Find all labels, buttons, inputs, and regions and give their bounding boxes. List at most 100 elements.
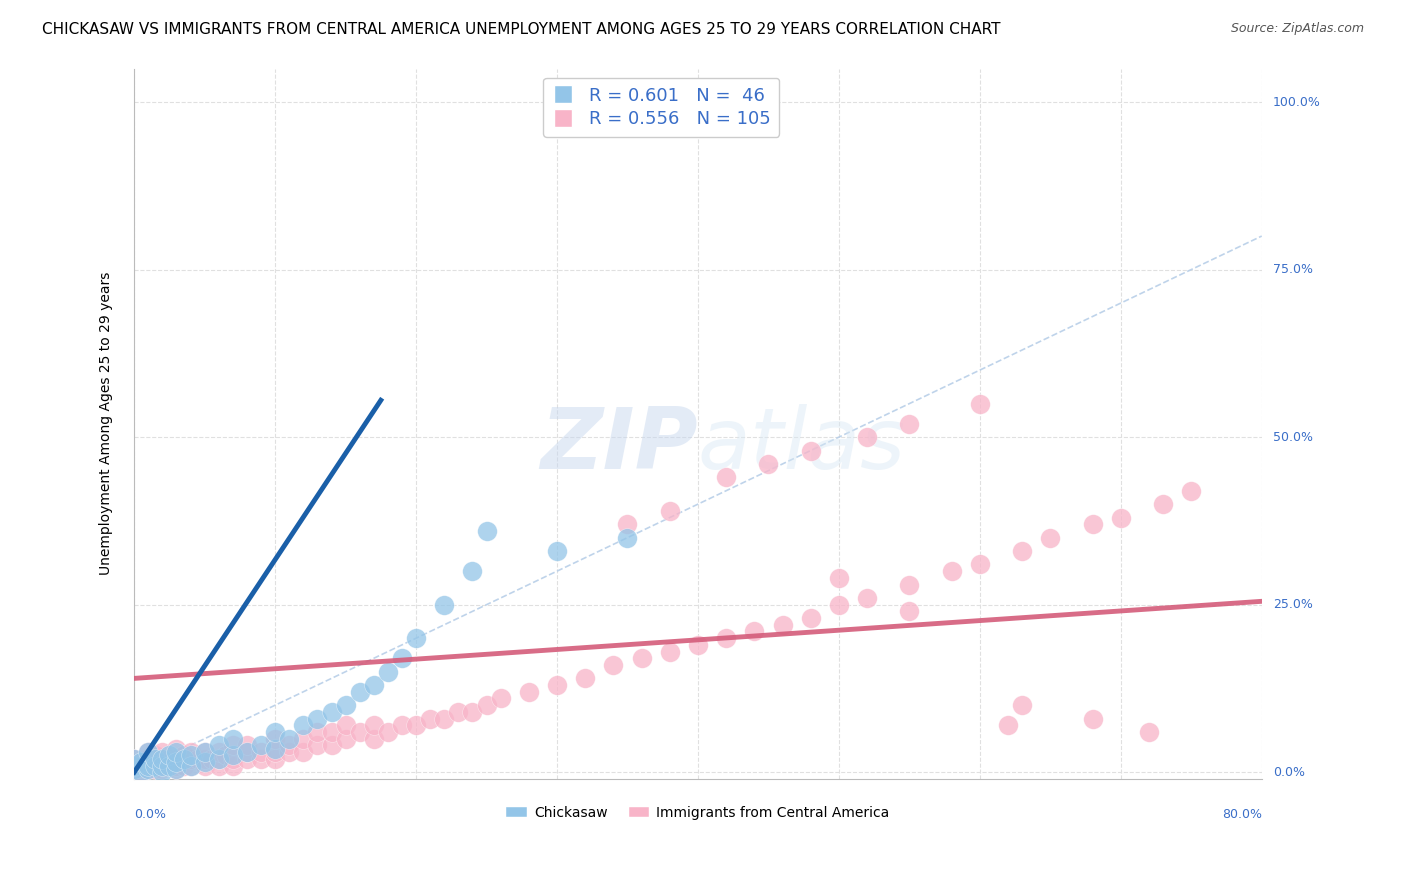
Point — [166, 762, 188, 776]
Point — [159, 752, 181, 766]
Text: 0.0%: 0.0% — [134, 808, 166, 821]
Point — [800, 611, 823, 625]
Point — [602, 657, 624, 672]
Point — [363, 678, 385, 692]
Point — [264, 745, 287, 759]
Point — [208, 758, 231, 772]
Point — [546, 678, 568, 692]
Point — [222, 748, 245, 763]
Point — [201, 752, 224, 766]
Point — [150, 745, 173, 759]
Point — [1137, 725, 1160, 739]
Point — [122, 752, 145, 766]
Point — [143, 748, 166, 763]
Point — [208, 745, 231, 759]
Point — [173, 752, 195, 766]
Point — [321, 725, 343, 739]
Text: atlas: atlas — [697, 403, 905, 486]
Point — [405, 631, 427, 645]
Point — [122, 752, 145, 766]
Point — [546, 544, 568, 558]
Legend: Chickasaw, Immigrants from Central America: Chickasaw, Immigrants from Central Ameri… — [501, 800, 896, 825]
Text: 80.0%: 80.0% — [1222, 808, 1261, 821]
Point — [744, 624, 766, 639]
Point — [941, 564, 963, 578]
Point — [122, 758, 145, 772]
Point — [136, 758, 159, 772]
Point — [222, 758, 245, 772]
Point — [187, 752, 209, 766]
Point — [208, 752, 231, 766]
Point — [475, 698, 498, 713]
Point — [150, 752, 173, 766]
Point — [307, 712, 329, 726]
Text: 25.0%: 25.0% — [1272, 599, 1313, 611]
Text: 50.0%: 50.0% — [1272, 431, 1313, 443]
Point — [180, 748, 202, 763]
Point — [335, 718, 357, 732]
Text: 100.0%: 100.0% — [1272, 95, 1320, 109]
Point — [714, 470, 737, 484]
Point — [173, 758, 195, 772]
Point — [391, 651, 413, 665]
Point — [800, 443, 823, 458]
Point — [250, 745, 273, 759]
Point — [278, 731, 301, 746]
Point — [828, 571, 851, 585]
Point — [150, 762, 173, 776]
Point — [321, 739, 343, 753]
Point — [173, 748, 195, 763]
Point — [292, 745, 315, 759]
Point — [222, 731, 245, 746]
Point — [969, 396, 991, 410]
Point — [166, 752, 188, 766]
Point — [475, 524, 498, 538]
Point — [433, 712, 456, 726]
Point — [136, 745, 159, 759]
Point — [461, 705, 484, 719]
Point — [292, 731, 315, 746]
Point — [307, 739, 329, 753]
Point — [222, 752, 245, 766]
Point — [143, 752, 166, 766]
Point — [461, 564, 484, 578]
Point — [166, 758, 188, 772]
Point — [166, 741, 188, 756]
Point — [208, 752, 231, 766]
Point — [377, 665, 399, 679]
Point — [180, 758, 202, 772]
Point — [1011, 544, 1033, 558]
Point — [150, 765, 173, 780]
Point — [159, 758, 181, 772]
Point — [616, 531, 638, 545]
Text: ZIP: ZIP — [540, 403, 697, 486]
Point — [180, 752, 202, 766]
Point — [517, 685, 540, 699]
Point — [215, 748, 238, 763]
Point — [616, 517, 638, 532]
Text: 75.0%: 75.0% — [1272, 263, 1313, 277]
Point — [997, 718, 1019, 732]
Point — [349, 685, 371, 699]
Point — [122, 762, 145, 776]
Point — [307, 725, 329, 739]
Point — [278, 739, 301, 753]
Point — [264, 731, 287, 746]
Point — [208, 739, 231, 753]
Point — [630, 651, 652, 665]
Point — [447, 705, 470, 719]
Point — [194, 745, 217, 759]
Point — [898, 417, 921, 431]
Point — [236, 745, 259, 759]
Point — [363, 731, 385, 746]
Y-axis label: Unemployment Among Ages 25 to 29 years: Unemployment Among Ages 25 to 29 years — [100, 272, 114, 575]
Point — [1011, 698, 1033, 713]
Point — [136, 762, 159, 776]
Point — [194, 752, 217, 766]
Point — [194, 758, 217, 772]
Point — [574, 672, 596, 686]
Point — [150, 758, 173, 772]
Point — [250, 752, 273, 766]
Point — [391, 718, 413, 732]
Point — [419, 712, 441, 726]
